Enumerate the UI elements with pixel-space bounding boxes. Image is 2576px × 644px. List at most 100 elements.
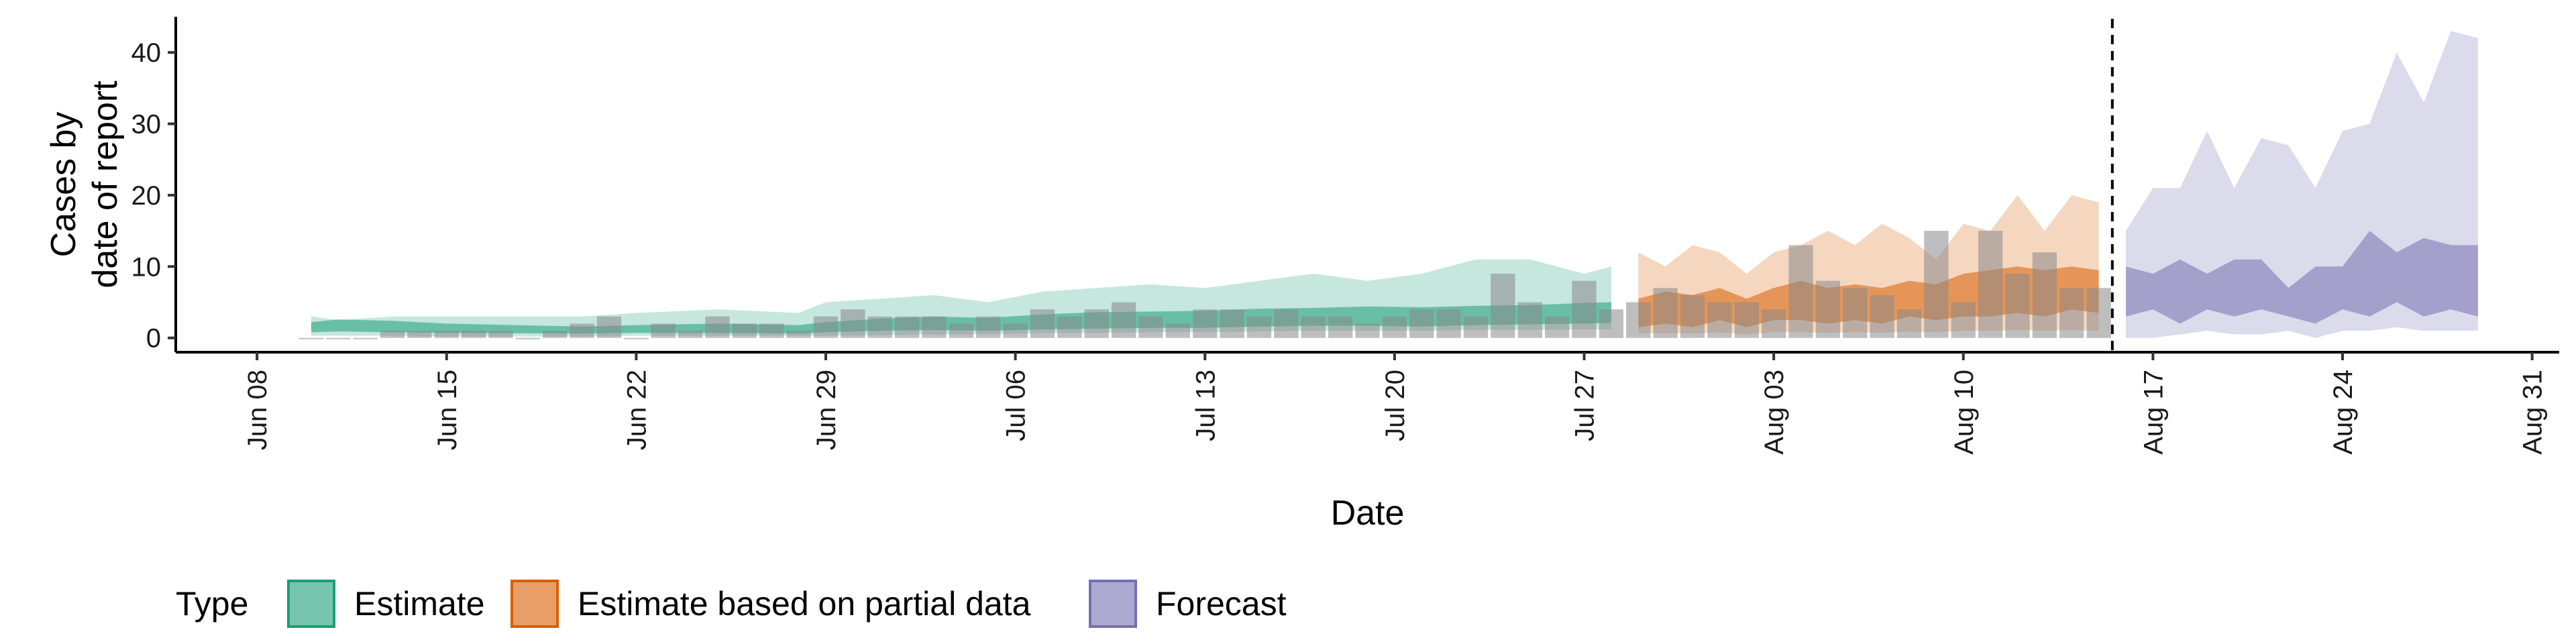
observed-case-bar: [1653, 288, 1678, 338]
observed-case-bar: [895, 316, 920, 338]
x-tick-label: Jun 08: [243, 370, 272, 450]
observed-case-bar: [2086, 288, 2111, 338]
x-tick-label: Jul 27: [1570, 370, 1600, 441]
observed-case-bar: [1626, 302, 1651, 338]
legend-title: Type: [176, 585, 248, 623]
observed-case-bar: [976, 316, 1001, 338]
observed-case-bar: [1193, 309, 1218, 338]
x-tick-label: Jun 15: [433, 370, 462, 450]
observed-case-bar: [1057, 316, 1082, 338]
observed-case-bar: [1680, 294, 1705, 338]
observed-case-bar: [841, 309, 865, 338]
observed-case-bar: [1165, 323, 1190, 338]
observed-case-bar: [1355, 323, 1380, 338]
ribbon-layer: [311, 31, 2478, 338]
observed-case-bar: [543, 331, 568, 338]
observed-case-bar: [732, 323, 757, 338]
observed-case-bar: [2059, 288, 2084, 338]
observed-case-bar: [1436, 309, 1461, 338]
x-axis-title: Date: [1331, 494, 1405, 533]
observed-case-bar: [813, 316, 839, 338]
observed-case-bar: [407, 331, 432, 338]
observed-case-bar: [1246, 316, 1272, 338]
observed-case-bar: [1762, 309, 1786, 338]
observed-case-bar: [488, 331, 513, 338]
observed-case-bar: [596, 316, 622, 338]
observed-case-bar: [1924, 231, 1949, 338]
legend-entry: Estimate: [354, 585, 485, 623]
observed-case-bar: [867, 316, 892, 338]
observed-case-bar: [1220, 309, 1244, 338]
observed-case-bar: [570, 323, 594, 338]
observed-case-bar: [1030, 309, 1055, 338]
x-tick-label: Jun 22: [622, 370, 651, 450]
x-tick-label: Aug 03: [1760, 370, 1789, 455]
observed-case-bar: [624, 337, 649, 339]
observed-case-bar: [1491, 274, 1515, 338]
legend-entry: Forecast: [1156, 585, 1287, 623]
y-axis-title: Cases bydate of report: [44, 80, 125, 288]
y-tick-label: 40: [131, 38, 162, 68]
observed-case-bar: [1274, 309, 1299, 338]
x-tick-label: Jul 06: [1002, 370, 1031, 441]
observed-case-bar: [515, 337, 540, 339]
observed-case-bar: [922, 316, 947, 338]
legend-entry: Estimate based on partial data: [578, 585, 1031, 623]
observed-case-bar: [434, 331, 459, 338]
observed-case-bar: [1734, 302, 1759, 338]
x-tick-label: Aug 31: [2518, 370, 2548, 455]
observed-case-bar: [1003, 323, 1028, 338]
observed-case-bar: [705, 316, 730, 338]
observed-case-bar: [1409, 309, 1434, 338]
legend-key: [287, 580, 335, 628]
legend-key: [511, 580, 559, 628]
axes: 0 10 20 30 40 Jun 08 Jun 15 Jun 22 Jun 29 Jul 06 J…: [131, 17, 2559, 455]
observed-case-bar: [1870, 294, 1894, 338]
observed-case-bar: [1951, 302, 1976, 338]
observed-case-bar: [1815, 280, 1840, 338]
observed-case-bar: [1084, 309, 1109, 338]
x-tick-label: Aug 17: [2139, 370, 2168, 455]
observed-case-bar: [1328, 316, 1353, 338]
observed-case-bar: [1896, 309, 1922, 338]
observed-case-bar: [651, 323, 676, 338]
forecast-50-interval: [2126, 231, 2478, 324]
x-tick-label: Jul 13: [1191, 370, 1220, 441]
observed-case-bar: [1382, 316, 1407, 338]
observed-case-bar: [353, 337, 378, 339]
y-tick-label: 30: [131, 110, 162, 140]
observed-case-bar: [2032, 252, 2057, 338]
observed-case-bar: [326, 337, 351, 339]
x-tick-label: Aug 10: [1949, 370, 1979, 455]
x-tick-label: Jul 20: [1381, 370, 1410, 441]
observed-case-bar: [1978, 231, 2003, 338]
observed-case-bar: [299, 337, 323, 339]
observed-case-bar: [1463, 316, 1489, 338]
observed-case-bar: [1707, 302, 1732, 338]
observed-case-bar: [1843, 288, 1868, 338]
observed-case-bar: [1599, 309, 1623, 338]
observed-case-bar: [1517, 302, 1542, 338]
legend-key: [1089, 580, 1137, 628]
y-axis-title-line: Cases by: [44, 112, 83, 258]
observed-case-bar: [786, 331, 811, 338]
x-tick-label: Aug 24: [2328, 370, 2358, 455]
y-axis-title-line: date of report: [86, 80, 125, 288]
observed-case-bar: [462, 331, 486, 338]
observed-case-bar: [1138, 316, 1163, 338]
observed-case-bar: [1788, 245, 1813, 338]
observed-cases-layer: [299, 231, 2111, 339]
y-tick-label: 0: [146, 324, 161, 354]
observed-case-bar: [1301, 316, 1326, 338]
observed-case-bar: [1112, 302, 1136, 338]
observed-case-bar: [759, 323, 784, 338]
observed-case-bar: [1572, 280, 1597, 338]
y-tick-label: 20: [131, 181, 162, 211]
x-tick-label: Jun 29: [812, 370, 841, 450]
observed-case-bar: [2005, 274, 2030, 338]
observed-case-bar: [380, 331, 405, 338]
observed-case-bar: [1545, 316, 1570, 338]
legend: Type Estimate Estimate based on partial da…: [176, 580, 1287, 628]
observed-case-bar: [949, 323, 973, 338]
